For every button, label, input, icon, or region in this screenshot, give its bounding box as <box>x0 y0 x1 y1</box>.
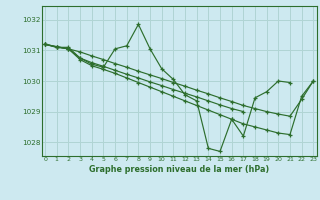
X-axis label: Graphe pression niveau de la mer (hPa): Graphe pression niveau de la mer (hPa) <box>89 165 269 174</box>
